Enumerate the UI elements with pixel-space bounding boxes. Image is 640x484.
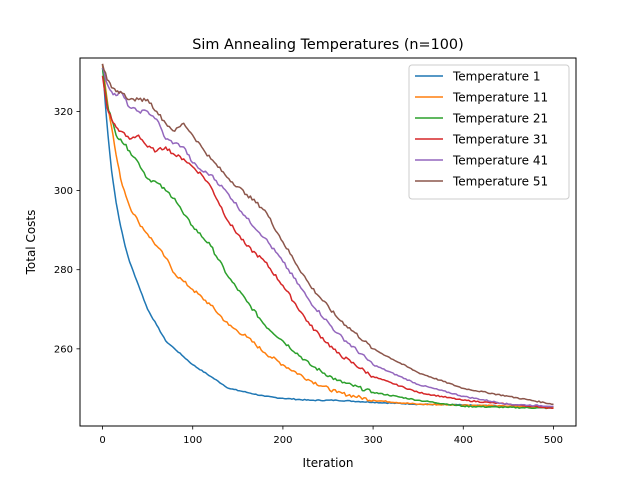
legend: Temperature 1 Temperature 11 Temperature 2… <box>408 64 570 200</box>
legend-label: Temperature 11 <box>452 91 548 105</box>
legend-label: Temperature 1 <box>452 70 540 84</box>
series-line-temperature-41 <box>101 67 554 408</box>
chart-title: Sim Annealing Temperatures (n=100) <box>192 37 463 53</box>
x-tick-label: 0 <box>99 435 105 446</box>
y-tick-label: 260 <box>54 344 73 355</box>
series-line-temperature-51 <box>101 63 554 406</box>
plot-area <box>101 63 554 410</box>
x-tick-label: 300 <box>364 435 383 446</box>
y-axis-label: Total Costs <box>24 210 38 276</box>
series-line-temperature-31 <box>101 75 554 410</box>
x-axis-ticks: 0 100 200 300 400 500 <box>99 426 563 446</box>
y-tick-label: 320 <box>54 107 73 118</box>
y-tick-label: 300 <box>54 186 73 197</box>
y-tick-label: 280 <box>54 265 73 276</box>
x-tick-label: 500 <box>544 435 563 446</box>
axes-frame <box>79 57 577 427</box>
legend-label: Temperature 41 <box>452 154 548 168</box>
x-tick-label: 200 <box>273 435 292 446</box>
legend-label: Temperature 51 <box>452 175 548 189</box>
legend-label: Temperature 21 <box>452 112 548 126</box>
legend-label: Temperature 31 <box>452 133 548 147</box>
y-axis-ticks: 260 280 300 320 <box>54 107 80 355</box>
x-axis-label: Iteration <box>303 456 354 470</box>
x-tick-label: 100 <box>183 435 202 446</box>
series-line-temperature-21 <box>101 67 554 410</box>
legend-box <box>408 64 570 200</box>
x-tick-label: 400 <box>454 435 473 446</box>
